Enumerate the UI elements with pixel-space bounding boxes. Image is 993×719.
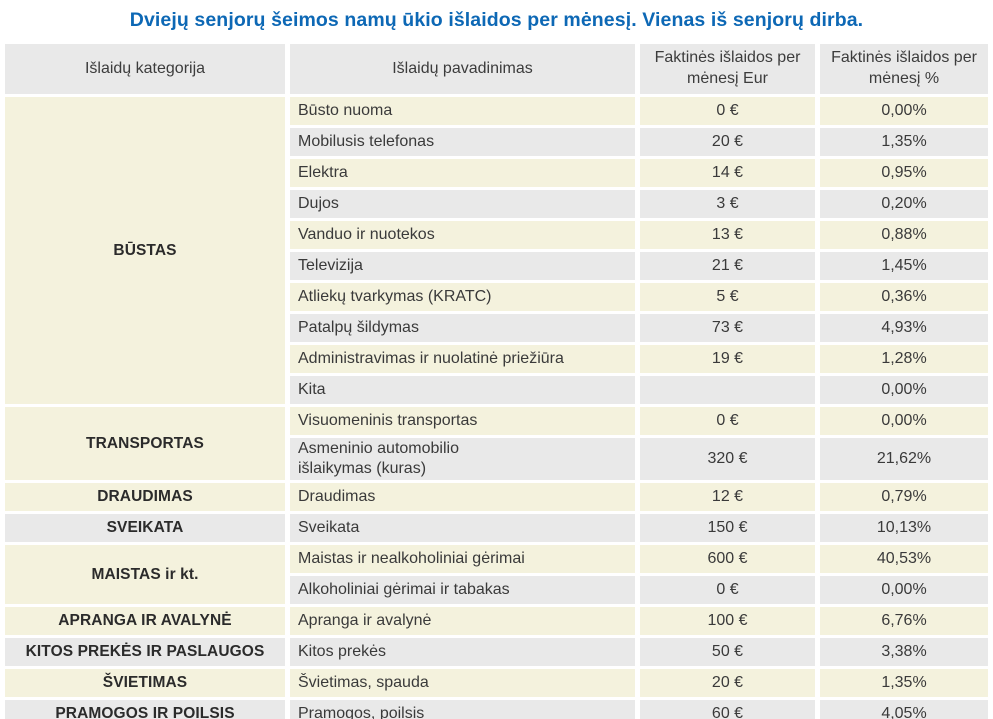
eur-value-cell: 600 € — [640, 545, 815, 573]
pct-value-cell: 1,35% — [820, 669, 988, 697]
category-cell: SVEIKATA — [5, 514, 285, 542]
pct-value-cell: 4,93% — [820, 314, 988, 342]
table-body: BŪSTAS Būsto nuoma 0 €0,00% Mobilusis telef… — [5, 97, 988, 719]
category-cell: TRANSPORTAS — [5, 407, 285, 480]
pct-value-cell: 1,35% — [820, 128, 988, 156]
header-eur: Faktinės išlaidos per mėnesį Eur — [640, 44, 815, 94]
table-row: Vanduo ir nuotekos 13 €0,88% — [5, 221, 988, 249]
header-row: Išlaidų kategorija Išlaidų pavadinimas F… — [5, 44, 988, 94]
eur-value-cell: 12 € — [640, 483, 815, 511]
expense-name-cell: Švietimas, spauda — [290, 669, 635, 697]
pct-value-cell: 3,38% — [820, 638, 988, 666]
eur-value-cell: 73 € — [640, 314, 815, 342]
eur-value-cell: 150 € — [640, 514, 815, 542]
eur-value-cell: 5 € — [640, 283, 815, 311]
pct-value-cell: 10,13% — [820, 514, 988, 542]
table-row: BŪSTAS Būsto nuoma 0 €0,00% — [5, 97, 988, 404]
expense-name-cell: Patalpų šildymas — [290, 314, 635, 342]
pct-value-cell: 40,53% — [820, 545, 988, 573]
pct-value-cell: 1,45% — [820, 252, 988, 280]
header-category: Išlaidų kategorija — [5, 44, 285, 94]
eur-value-cell: 13 € — [640, 221, 815, 249]
expense-name-cell: Visuomeninis transportas — [290, 407, 635, 435]
expense-name-cell: Būsto nuoma — [290, 97, 635, 125]
eur-value-cell: 3 € — [640, 190, 815, 218]
table-row: Atliekų tvarkymas (KRATC) 5 €0,36% — [5, 283, 988, 311]
eur-value-cell: 100 € — [640, 607, 815, 635]
table-row: ŠVIETIMAS Švietimas, spauda 20 €1,35% — [5, 669, 988, 697]
table-row: Kita 0,00% — [5, 376, 988, 404]
expense-name-cell: Maistas ir nealkoholiniai gėrimai — [290, 545, 635, 573]
pct-value-cell: 0,88% — [820, 221, 988, 249]
eur-value-cell: 50 € — [640, 638, 815, 666]
expense-name-cell: Televizija — [290, 252, 635, 280]
table-header: Išlaidų kategorija Išlaidų pavadinimas F… — [5, 44, 988, 94]
expense-name-cell: Mobilusis telefonas — [290, 128, 635, 156]
table-row: SVEIKATA Sveikata 150 €10,13% — [5, 514, 988, 542]
expense-name-cell: Elektra — [290, 159, 635, 187]
expense-name-cell: Apranga ir avalynė — [290, 607, 635, 635]
eur-value-cell: 19 € — [640, 345, 815, 373]
expense-name-cell: Kitos prekės — [290, 638, 635, 666]
pct-value-cell: 0,36% — [820, 283, 988, 311]
pct-value-cell: 0,20% — [820, 190, 988, 218]
pct-value-cell: 0,95% — [820, 159, 988, 187]
pct-value-cell: 21,62% — [820, 438, 988, 480]
table-row: APRANGA IR AVALYNĖ Apranga ir avalynė 100 … — [5, 607, 988, 635]
eur-value-cell: 21 € — [640, 252, 815, 280]
expense-name-cell: Sveikata — [290, 514, 635, 542]
category-cell: MAISTAS ir kt. — [5, 545, 285, 604]
eur-value-cell: 20 € — [640, 128, 815, 156]
eur-value-cell: 20 € — [640, 669, 815, 697]
pct-value-cell: 0,00% — [820, 407, 988, 435]
expense-name-cell: Vanduo ir nuotekos — [290, 221, 635, 249]
table-row: Televizija 21 €1,45% — [5, 252, 988, 280]
header-expense-name: Išlaidų pavadinimas — [290, 44, 635, 94]
category-cell: PRAMOGOS IR POILSIS — [5, 700, 285, 719]
expense-name-cell: Dujos — [290, 190, 635, 218]
pct-value-cell: 6,76% — [820, 607, 988, 635]
eur-value-cell: 0 € — [640, 576, 815, 604]
table-row: Mobilusis telefonas 20 €1,35% — [5, 128, 988, 156]
pct-value-cell: 0,00% — [820, 576, 988, 604]
table-row: DRAUDIMAS Draudimas 12 €0,79% — [5, 483, 988, 511]
pct-value-cell: 1,28% — [820, 345, 988, 373]
expense-name-cell: Pramogos, poilsis — [290, 700, 635, 719]
pct-value-cell: 4,05% — [820, 700, 988, 719]
table-row: MAISTAS ir kt. Maistas ir nealkoholiniai … — [5, 545, 988, 604]
pct-value-cell: 0,00% — [820, 97, 988, 125]
header-pct: Faktinės išlaidos per mėnesį % — [820, 44, 988, 94]
expense-name-cell: Atliekų tvarkymas (KRATC) — [290, 283, 635, 311]
table-row: Dujos 3 €0,20% — [5, 190, 988, 218]
pct-value-cell: 0,79% — [820, 483, 988, 511]
eur-value-cell: 60 € — [640, 700, 815, 719]
table-row: TRANSPORTAS Visuomeninis transportas 0 €0,… — [5, 407, 988, 480]
table-row: KITOS PREKĖS IR PASLAUGOS Kitos prekės 50 … — [5, 638, 988, 666]
table-row: Alkoholiniai gėrimai ir tabakas 0 €0,00% — [5, 576, 988, 604]
expense-name-cell: Alkoholiniai gėrimai ir tabakas — [290, 576, 635, 604]
table-row: Patalpų šildymas 73 €4,93% — [5, 314, 988, 342]
eur-value-cell: 320 € — [640, 438, 815, 480]
category-cell: APRANGA IR AVALYNĖ — [5, 607, 285, 635]
expense-name-cell: Administravimas ir nuolatinė priežiūra — [290, 345, 635, 373]
table-row: Asmeninio automobilio išlaikymas (kuras)… — [5, 438, 988, 480]
table-row: PRAMOGOS IR POILSIS Pramogos, poilsis 60 €… — [5, 700, 988, 719]
expense-name-cell: Asmeninio automobilio išlaikymas (kuras) — [290, 438, 635, 480]
category-cell: ŠVIETIMAS — [5, 669, 285, 697]
eur-value-cell: 0 € — [640, 407, 815, 435]
category-cell: BŪSTAS — [5, 97, 285, 404]
expenses-table: Išlaidų kategorija Išlaidų pavadinimas F… — [0, 41, 993, 719]
table-row: Elektra 14 €0,95% — [5, 159, 988, 187]
category-cell: DRAUDIMAS — [5, 483, 285, 511]
expense-name-cell: Draudimas — [290, 483, 635, 511]
eur-value-cell: 14 € — [640, 159, 815, 187]
eur-value-cell — [640, 376, 815, 404]
page-title: Dviejų senjorų šeimos namų ūkio išlaidos… — [129, 9, 864, 31]
expense-name-cell: Kita — [290, 376, 635, 404]
pct-value-cell: 0,00% — [820, 376, 988, 404]
eur-value-cell: 0 € — [640, 97, 815, 125]
table-row: Administravimas ir nuolatinė priežiūra 19… — [5, 345, 988, 373]
category-cell: KITOS PREKĖS IR PASLAUGOS — [5, 638, 285, 666]
